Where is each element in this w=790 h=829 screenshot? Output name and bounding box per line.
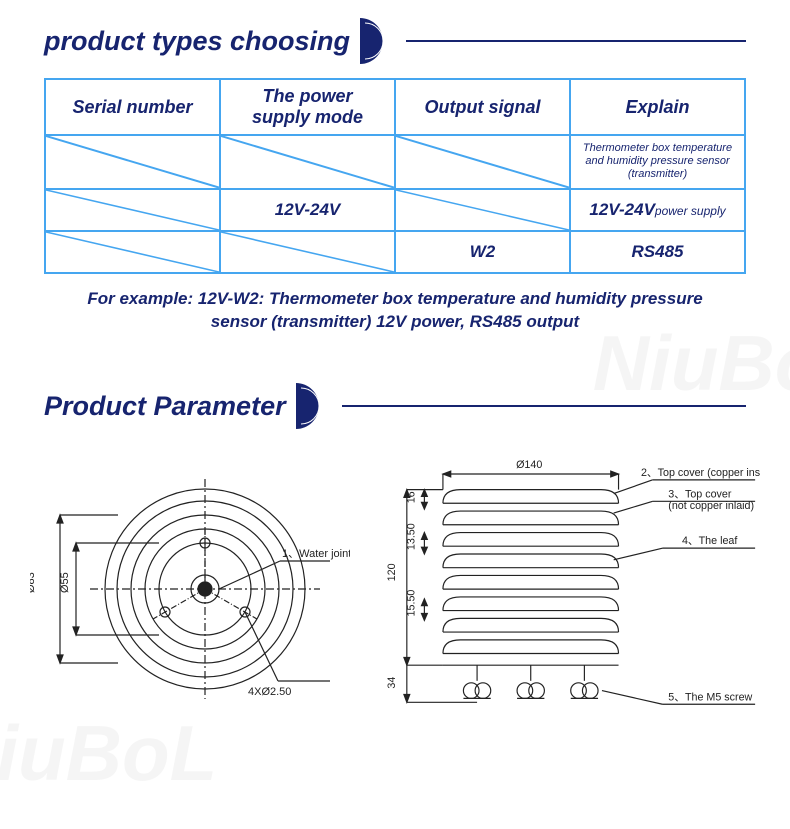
section-title: Product Parameter (44, 391, 296, 422)
table-cell: RS485 (570, 231, 745, 273)
diagram-container: Ø83 Ø55 1、Water joint 4XØ2.50 (30, 449, 760, 744)
width-label: Ø140 (516, 460, 542, 472)
section-header-line (342, 405, 746, 407)
table-cell (395, 135, 570, 189)
table-cell (45, 135, 220, 189)
h-gap1: 13.50 (406, 524, 418, 551)
table-cell: W2 (395, 231, 570, 273)
product-types-table: Serial number The power supply mode Outp… (44, 78, 746, 274)
header-arc-icon (360, 18, 406, 64)
h-gap2: 15.50 (406, 590, 418, 617)
inner-dia-label: Ø55 (59, 573, 71, 594)
table-cell: Thermometer box temperature and humidity… (570, 135, 745, 189)
table-cell (395, 189, 570, 231)
diagram-top-view: Ø83 Ø55 1、Water joint 4XØ2.50 (30, 449, 350, 744)
callout-4: 4、The leaf (682, 536, 737, 548)
header-arc-icon (296, 383, 342, 429)
diagram-side-view: Ø140 120 16 13.50 15.50 34 2、Top cover (… (360, 449, 760, 744)
hole-label: 4XØ2.50 (248, 686, 291, 698)
table-cell (45, 231, 220, 273)
col-header-explain: Explain (570, 79, 745, 135)
section-title: product types choosing (44, 26, 360, 57)
example-note: For example: 12V-W2: Thermometer box tem… (0, 274, 790, 354)
h-base: 34 (386, 677, 398, 689)
section-header-parameter: Product Parameter (44, 383, 790, 429)
col-header-output: Output signal (395, 79, 570, 135)
section-header-types: product types choosing (44, 18, 790, 64)
table-cell (220, 135, 395, 189)
col-header-power: The power supply mode (220, 79, 395, 135)
table-cell: 12V-24Vpower supply (570, 189, 745, 231)
callout-5: 5、The M5 screw (668, 692, 752, 704)
callout-3: 3、Top cover (not copper inlaid) (668, 489, 754, 513)
h-total: 120 (386, 564, 398, 582)
col-header-serial: Serial number (45, 79, 220, 135)
table-cell: 12V-24V (220, 189, 395, 231)
callout-water-joint: 1、Water joint (282, 548, 350, 560)
section-header-line (406, 40, 746, 42)
table-cell (45, 189, 220, 231)
callout-2: 2、Top cover (copper insert) (641, 467, 760, 479)
outer-dia-label: Ø83 (30, 573, 37, 594)
table-cell (220, 231, 395, 273)
h-top: 16 (406, 492, 418, 504)
